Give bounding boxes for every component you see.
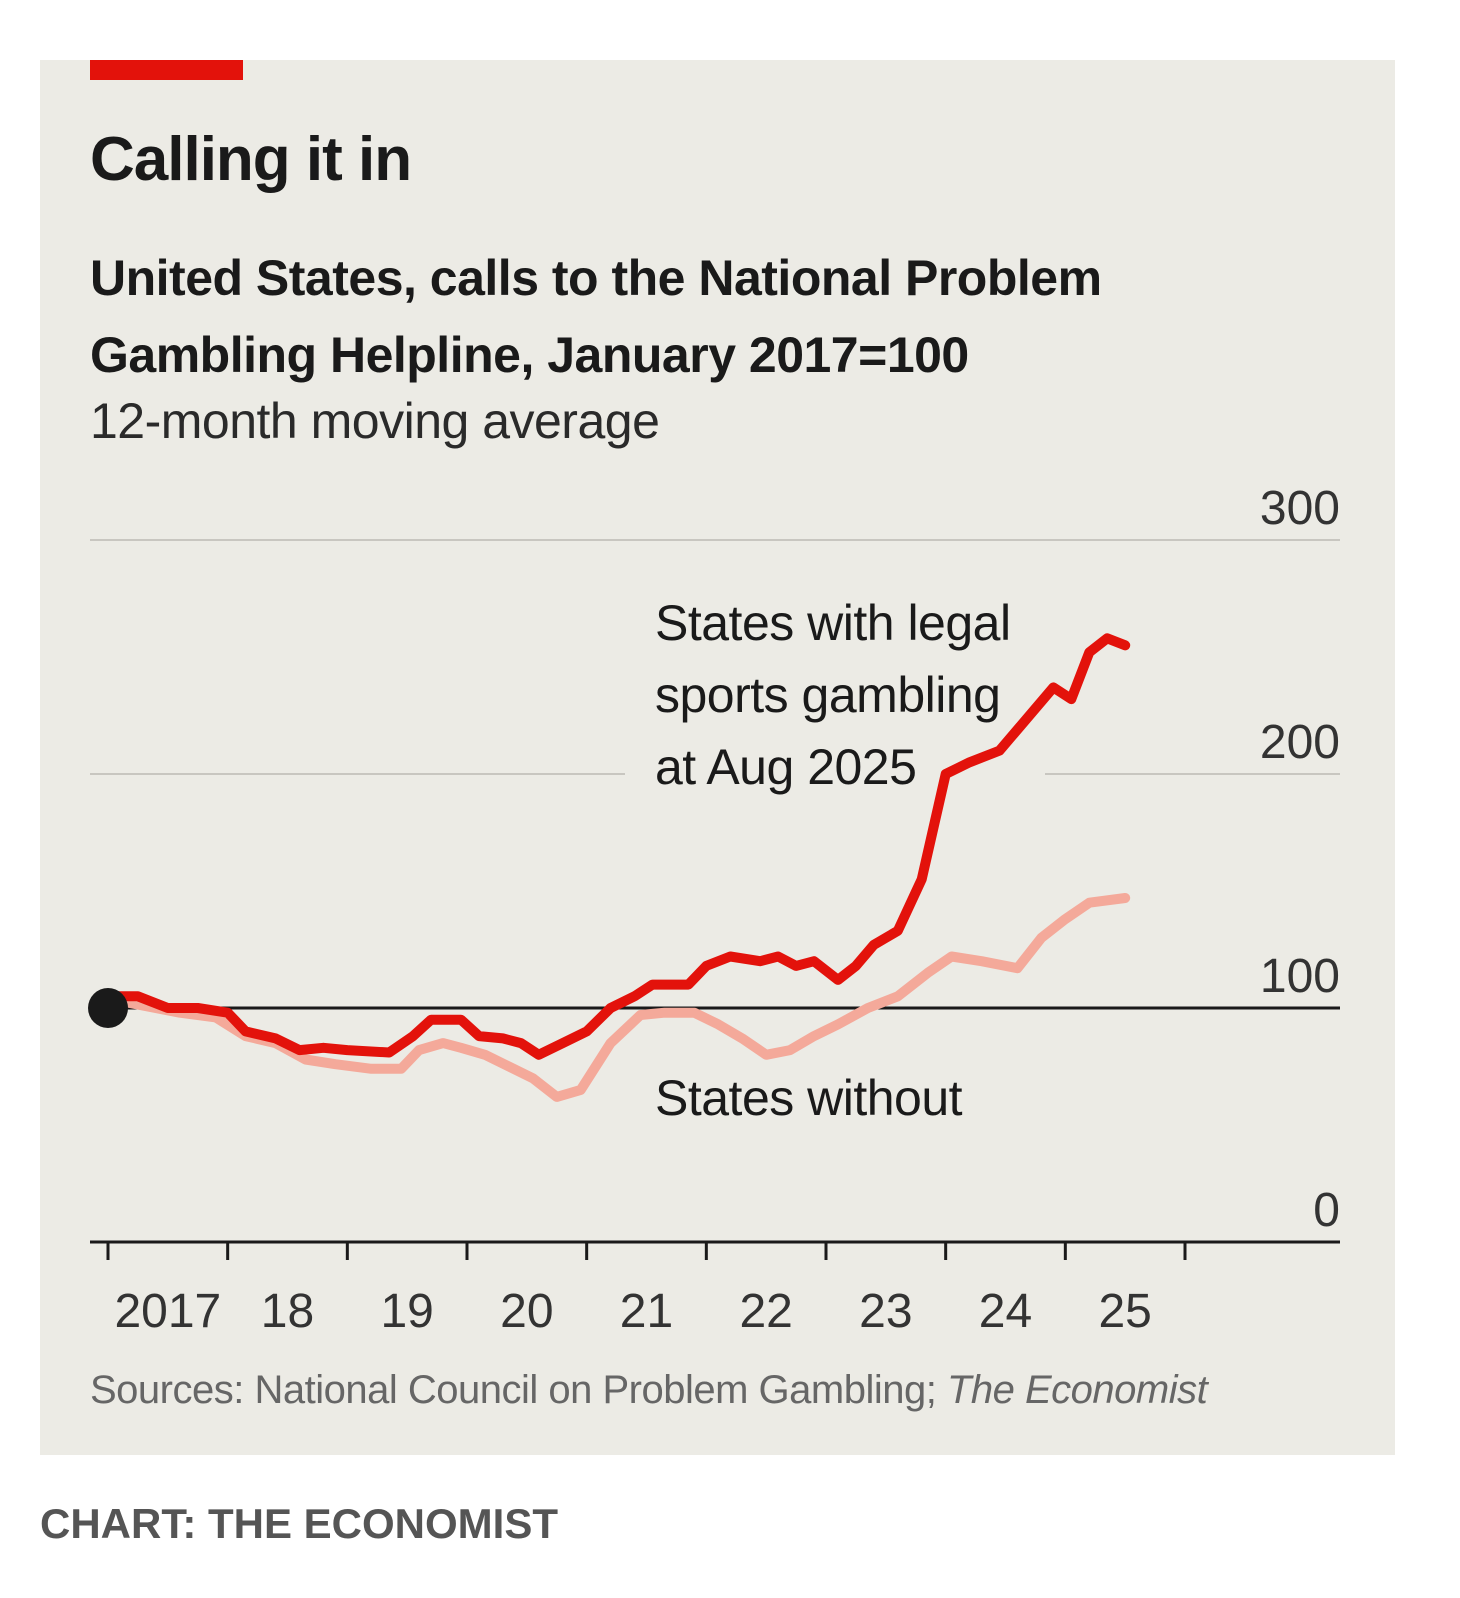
x-tick-label-2017: 2017 (114, 1285, 221, 1338)
source-italic: The Economist (946, 1368, 1208, 1412)
chart-credit: CHART: THE ECONOMIST (40, 1500, 558, 1547)
source-note: Sources: National Council on Problem Gam… (90, 1368, 1208, 1413)
x-tick-label-22: 22 (739, 1285, 792, 1338)
series-line-without (103, 893, 1131, 1102)
series-label-legal-line-3: at Aug 2025 (655, 739, 916, 795)
x-tick-label-19: 19 (380, 1285, 433, 1338)
source-prefix: Sources: National Council on Problem Gam… (90, 1368, 947, 1412)
series-line-legal (103, 633, 1131, 1060)
y-tick-label-300: 300 (1260, 482, 1340, 535)
brand-red-tag (90, 60, 243, 80)
x-tick-label-23: 23 (859, 1285, 912, 1338)
series-label-without-line-1: States without (655, 1070, 963, 1126)
chart-subtitle-note: 12-month moving average (90, 393, 660, 449)
series-label-legal-line-1: States with legal (655, 595, 1011, 651)
x-tick-label-18: 18 (261, 1285, 314, 1338)
chart-title: Calling it in (90, 125, 412, 194)
x-tick-label-21: 21 (620, 1285, 673, 1338)
chart-subtitle: United States, calls to the National Pro… (90, 250, 1102, 383)
x-tick-label-25: 25 (1098, 1285, 1151, 1338)
y-tick-label-200: 200 (1260, 716, 1340, 769)
x-tick-label-24: 24 (979, 1285, 1032, 1338)
series-label-legal-line-2: sports gambling (655, 667, 1000, 723)
start-marker-dot (88, 988, 128, 1028)
y-tick-label-0: 0 (1313, 1184, 1340, 1237)
label-background-legal (625, 600, 1045, 805)
x-tick-label-20: 20 (500, 1285, 553, 1338)
y-tick-label-100: 100 (1260, 950, 1340, 1003)
